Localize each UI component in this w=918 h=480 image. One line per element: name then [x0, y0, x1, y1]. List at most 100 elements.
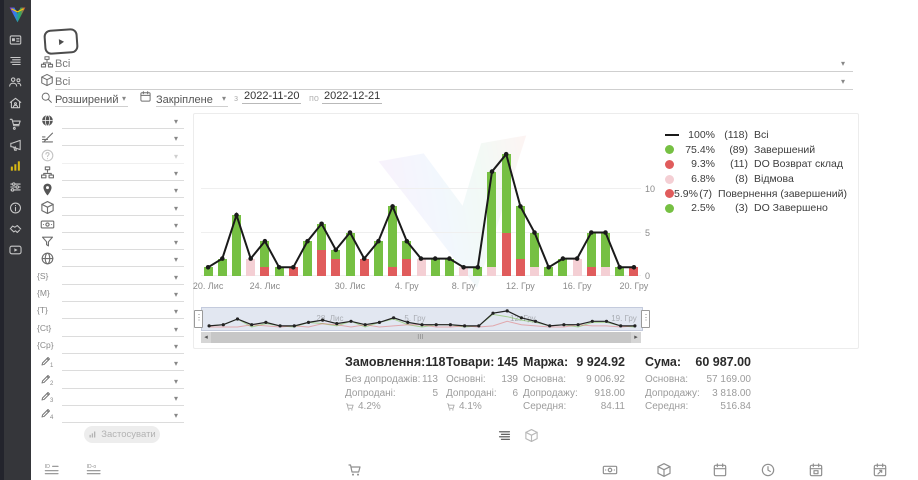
- bar-segment-p[interactable]: [530, 267, 540, 276]
- bar-segment-g[interactable]: [373, 241, 383, 276]
- bar-segment-r[interactable]: [359, 258, 369, 276]
- bar-segment-g[interactable]: [388, 206, 398, 268]
- filter-dropdown[interactable]: ▾: [62, 269, 184, 285]
- package-icon[interactable]: [656, 462, 672, 478]
- bar-segment-r[interactable]: [388, 267, 398, 276]
- minimap-right-handle[interactable]: ⋮: [641, 310, 650, 328]
- filter-dropdown[interactable]: ▾: [62, 286, 184, 302]
- bar-segment-g[interactable]: [274, 267, 284, 276]
- bar-segment-g[interactable]: [302, 241, 312, 276]
- filter-dropdown[interactable]: ▾: [62, 303, 184, 320]
- bar-segment-r[interactable]: [629, 267, 639, 276]
- bar-segment-g[interactable]: [317, 223, 327, 250]
- package-view-toggle[interactable]: [524, 428, 539, 443]
- bar-segment-p[interactable]: [601, 267, 611, 276]
- filter-dropdown[interactable]: ▾: [62, 390, 184, 406]
- filter-dropdown[interactable]: ▾: [62, 113, 184, 129]
- calendar-import-icon[interactable]: [808, 462, 824, 478]
- bar-segment-r[interactable]: [402, 258, 412, 276]
- sidebar-item-video[interactable]: [8, 243, 23, 257]
- id-table-icon[interactable]: ID: [44, 462, 60, 478]
- sidebar-item-megaphone[interactable]: [8, 138, 23, 152]
- chart-minimap[interactable]: 28. Лис 5. Гру 12. Гру 19. Гру: [201, 307, 643, 331]
- bar-segment-p[interactable]: [487, 267, 497, 276]
- search-mode-select[interactable]: Розширений ▾: [55, 90, 128, 107]
- status-filter-select[interactable]: Всі ▾: [55, 54, 853, 72]
- filter-dropdown[interactable]: ▾: [62, 165, 184, 181]
- bar-segment-g[interactable]: [501, 154, 511, 233]
- bar-segment-g[interactable]: [530, 232, 540, 268]
- bar-segment-g[interactable]: [544, 267, 554, 276]
- period-select[interactable]: Закріплене ▾: [156, 90, 228, 107]
- bar-segment-g[interactable]: [615, 267, 625, 276]
- minimap-left-handle[interactable]: ⋮: [194, 310, 203, 328]
- bar-segment-g[interactable]: [260, 241, 270, 268]
- bar-segment-r[interactable]: [317, 249, 327, 276]
- sidebar-item-bar-chart[interactable]: [8, 159, 23, 173]
- calendar-icon[interactable]: [712, 462, 728, 478]
- sidebar-item-trolley[interactable]: [8, 117, 23, 131]
- legend-item[interactable]: 5.9% (7) Повернення (завершений): [665, 186, 847, 201]
- filter-dropdown[interactable]: ▾: [62, 251, 184, 268]
- list-view-toggle[interactable]: [497, 428, 512, 443]
- sidebar-item-list[interactable]: [8, 54, 23, 68]
- bar-segment-g[interactable]: [345, 232, 355, 276]
- bar-segment-g[interactable]: [331, 249, 341, 259]
- bar-segment-g[interactable]: [558, 258, 568, 276]
- bar-segment-r[interactable]: [260, 267, 270, 276]
- filter-dropdown[interactable]: ▾: [62, 234, 184, 251]
- bar-segment-g[interactable]: [430, 258, 440, 276]
- legend-item[interactable]: 75.4% (89) Завершений: [665, 143, 847, 158]
- bar-segment-r[interactable]: [331, 258, 341, 276]
- bar-segment-r[interactable]: [501, 232, 511, 276]
- filter-dropdown[interactable]: ▾: [62, 200, 184, 216]
- filter-dropdown[interactable]: ▾: [62, 182, 184, 199]
- filter-dropdown[interactable]: ▾: [62, 148, 184, 164]
- scrollbar-handle[interactable]: |||: [211, 332, 631, 343]
- legend-item[interactable]: 100% (118) Всі: [665, 128, 847, 143]
- bar-segment-g[interactable]: [402, 241, 412, 259]
- sidebar-item-sliders[interactable]: [8, 180, 23, 194]
- filter-dropdown[interactable]: ▾: [62, 407, 184, 424]
- scroll-right-icon[interactable]: ▸: [634, 334, 638, 341]
- filter-dropdown[interactable]: ▾: [62, 373, 184, 389]
- bar-segment-g[interactable]: [586, 232, 596, 268]
- product-filter-select[interactable]: Всі ▾: [55, 72, 853, 90]
- banknote-icon[interactable]: [602, 462, 618, 478]
- video-help-button[interactable]: [43, 27, 79, 56]
- sidebar-item-photo-card[interactable]: [8, 33, 23, 47]
- bar-segment-g[interactable]: [487, 171, 497, 268]
- bar-segment-p[interactable]: [416, 258, 426, 276]
- calendar-export-icon[interactable]: [872, 462, 888, 478]
- bar-segment-g[interactable]: [473, 267, 483, 276]
- bar-segment-g[interactable]: [444, 258, 454, 276]
- sidebar-item-home-users[interactable]: [8, 96, 23, 110]
- scroll-left-icon[interactable]: ◂: [204, 334, 208, 341]
- filter-dropdown[interactable]: ▾: [62, 355, 184, 372]
- bar-segment-p[interactable]: [246, 258, 256, 276]
- bar-segment-g[interactable]: [217, 258, 227, 276]
- sidebar-item-users[interactable]: [8, 75, 23, 89]
- filter-dropdown[interactable]: ▾: [62, 217, 184, 233]
- chart-plot[interactable]: [201, 121, 641, 276]
- clock-icon[interactable]: [760, 462, 776, 478]
- date-to-input[interactable]: 2022-12-21: [322, 90, 383, 104]
- bar-segment-p[interactable]: [459, 267, 469, 276]
- sidebar-item-info[interactable]: [8, 201, 23, 215]
- bar-segment-g[interactable]: [515, 206, 525, 259]
- filter-dropdown[interactable]: ▾: [62, 338, 184, 354]
- bar-segment-g[interactable]: [601, 232, 611, 268]
- apply-button[interactable]: Застосувати: [84, 426, 160, 443]
- bar-segment-r[interactable]: [515, 258, 525, 276]
- bar-segment-r[interactable]: [288, 267, 298, 276]
- filter-dropdown[interactable]: ▾: [62, 130, 184, 147]
- filter-dropdown[interactable]: ▾: [62, 321, 184, 337]
- bar-segment-r[interactable]: [586, 267, 596, 276]
- bar-segment-p[interactable]: [572, 258, 582, 276]
- bar-segment-g[interactable]: [203, 267, 213, 276]
- date-from-input[interactable]: 2022-11-20: [242, 90, 302, 104]
- legend-item[interactable]: 9.3% (11) DO Возврат склад: [665, 157, 847, 172]
- chart-scrollbar[interactable]: ◂ ||| ▸: [201, 332, 641, 343]
- sidebar-item-handshake[interactable]: [8, 222, 23, 236]
- cart-icon[interactable]: [347, 462, 363, 478]
